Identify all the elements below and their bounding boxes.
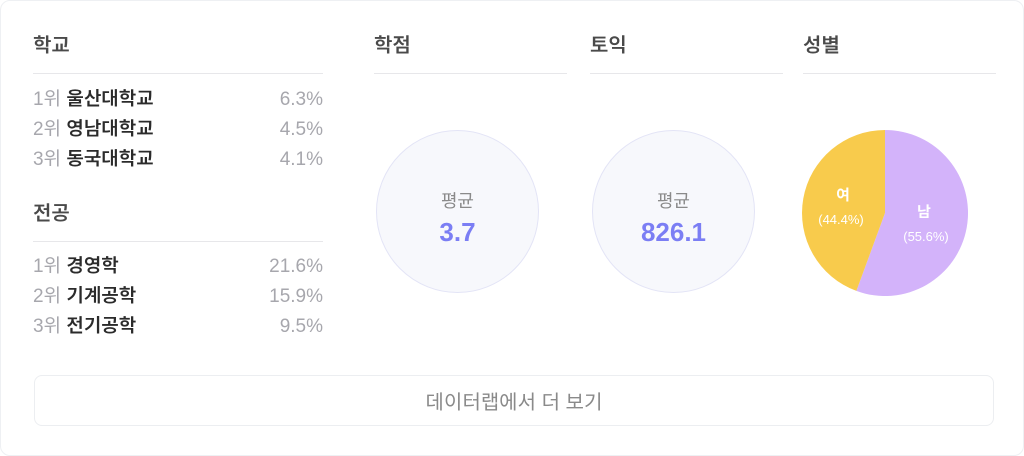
- svg-text:남: 남: [917, 204, 931, 221]
- svg-text:(55.6%): (55.6%): [903, 229, 949, 244]
- svg-text:(44.4%): (44.4%): [818, 212, 864, 227]
- svg-text:여: 여: [836, 187, 850, 204]
